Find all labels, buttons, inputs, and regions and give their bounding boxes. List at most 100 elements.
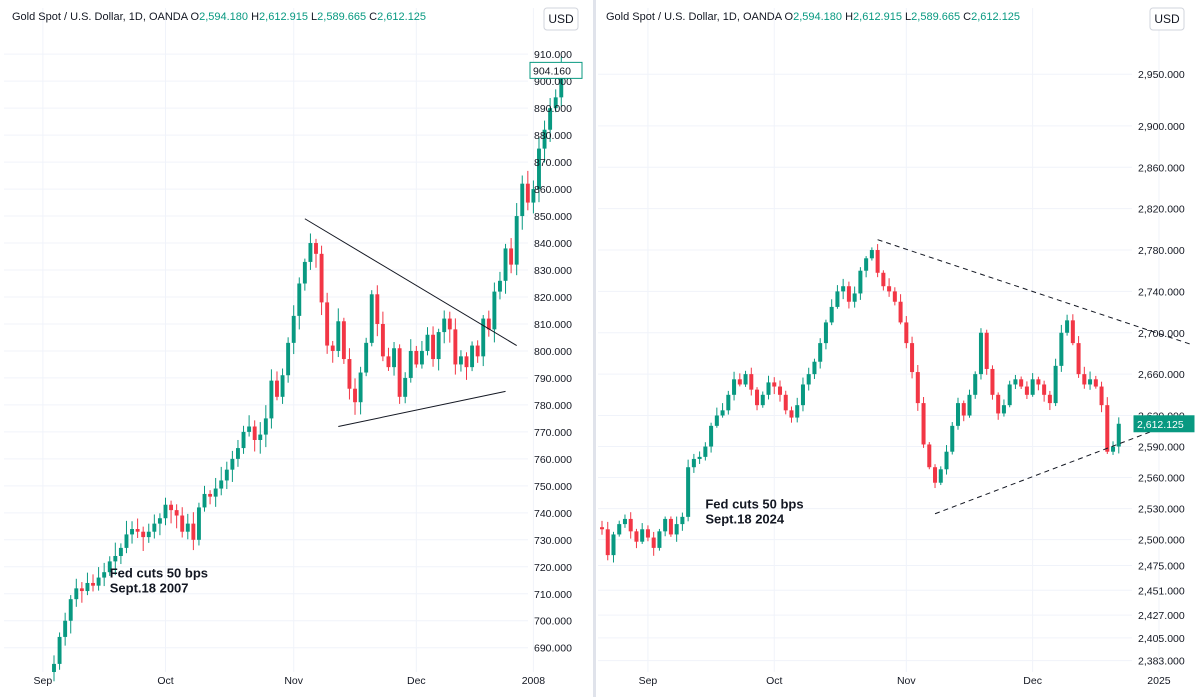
candle	[503, 243, 508, 294]
candle	[542, 120, 547, 163]
candle	[645, 525, 650, 542]
candle	[1065, 314, 1070, 336]
currency-button[interactable]	[1149, 7, 1185, 31]
right-candlestick-chart[interactable]: 2,383.000 2,405.000 2,427.000 2,451.000 2,47…	[598, 4, 1196, 690]
candle-body	[1053, 365, 1058, 404]
candle-body	[1093, 379, 1098, 387]
candle-body	[714, 415, 719, 426]
candle-body	[419, 350, 424, 365]
candle	[364, 337, 369, 377]
candle-body	[617, 524, 622, 535]
candle	[191, 512, 196, 551]
y-tick-label: 860.000	[534, 184, 572, 196]
candle-body	[130, 529, 134, 535]
candle-body	[96, 577, 101, 586]
chart-header: Gold Spot / U.S. Dollar, 1D, OANDA O2,59…	[12, 11, 426, 23]
trendline	[304, 218, 517, 346]
candle	[800, 377, 805, 412]
candle-body	[691, 458, 696, 468]
candle-body	[881, 272, 886, 287]
right-chart-panel[interactable]: 2,383.000 2,405.000 2,427.000 2,451.000 2,47…	[598, 4, 1196, 690]
candle	[1093, 375, 1098, 389]
candle	[806, 367, 811, 391]
candle-body	[1059, 332, 1064, 366]
candle-body	[668, 518, 673, 535]
candle	[973, 371, 978, 399]
candle-body	[492, 291, 497, 330]
candle-body	[74, 588, 79, 600]
candle	[498, 271, 502, 300]
y-tick-label: 2,405.000	[1138, 633, 1185, 645]
candle-body	[236, 448, 240, 459]
candle-body	[146, 531, 151, 538]
candle-body	[291, 315, 296, 343]
y-axis: 2,383.000 2,405.000 2,427.000 2,451.000 2,47…	[1138, 69, 1185, 667]
candle	[353, 378, 357, 415]
candle-body	[955, 403, 961, 426]
candle	[196, 502, 201, 546]
candle-body	[447, 318, 452, 330]
candle	[185, 513, 190, 540]
y-tick-label: 2,590.000	[1138, 442, 1185, 454]
candle	[961, 400, 966, 422]
candle-body	[657, 531, 662, 548]
candle-body	[944, 451, 949, 470]
candle-body	[336, 321, 341, 351]
y-tick-label: 910.000	[534, 49, 572, 61]
candle	[258, 422, 263, 454]
candle	[1030, 373, 1035, 397]
candle-body	[353, 388, 357, 403]
candle-body	[135, 529, 140, 532]
candle	[697, 451, 702, 464]
candle-body	[1007, 384, 1012, 406]
candle	[358, 366, 363, 415]
candle	[978, 328, 983, 380]
candle	[617, 520, 622, 537]
candle	[1036, 376, 1041, 391]
candle-body	[864, 258, 869, 271]
left-chart-panel[interactable]: 690.000 700.000 710.000 720.000 730.000 740.0…	[4, 4, 591, 690]
candle-body	[674, 524, 679, 535]
candle	[944, 445, 949, 475]
candle	[1042, 380, 1047, 402]
candle-body	[1030, 379, 1035, 395]
candle-body	[938, 469, 943, 483]
candle-body	[553, 97, 558, 109]
candle-body	[640, 529, 645, 542]
candle	[146, 523, 151, 543]
candle-body	[230, 458, 235, 470]
candle	[91, 574, 95, 592]
candle-body	[252, 426, 257, 440]
candle-body	[1065, 320, 1070, 333]
left-candlestick-chart[interactable]: 690.000 700.000 710.000 720.000 730.000 740.0…	[4, 4, 591, 690]
x-tick-label: Sep	[34, 675, 53, 687]
candle-body	[280, 375, 285, 397]
candle	[224, 461, 229, 490]
candle	[887, 278, 892, 297]
candle-body	[823, 322, 828, 344]
candle-body	[726, 394, 731, 411]
candle	[686, 459, 691, 522]
candle-body	[984, 332, 989, 369]
currency-button[interactable]	[543, 7, 579, 31]
candle-body	[1024, 386, 1029, 395]
candle-body	[302, 261, 307, 284]
candle	[525, 170, 530, 211]
candle	[431, 326, 436, 367]
candle	[96, 567, 101, 591]
candle-body	[743, 374, 748, 385]
x-axis: Sep Oct Nov Dec 2025	[639, 675, 1171, 687]
candle-body	[904, 322, 909, 344]
currency-label: USD	[548, 12, 574, 26]
candle	[841, 278, 846, 300]
candle	[392, 342, 396, 376]
y-tick-label: 760.000	[534, 454, 572, 466]
candle-body	[720, 410, 725, 416]
panel-divider[interactable]	[593, 0, 596, 697]
candle-body	[57, 636, 62, 664]
candle-body	[464, 356, 469, 368]
chart-header: Gold Spot / U.S. Dollar, 1D, OANDA O2,59…	[606, 11, 1020, 23]
candle-body	[783, 394, 788, 411]
last-price-label: 904.160	[533, 65, 571, 77]
candle	[743, 370, 748, 387]
